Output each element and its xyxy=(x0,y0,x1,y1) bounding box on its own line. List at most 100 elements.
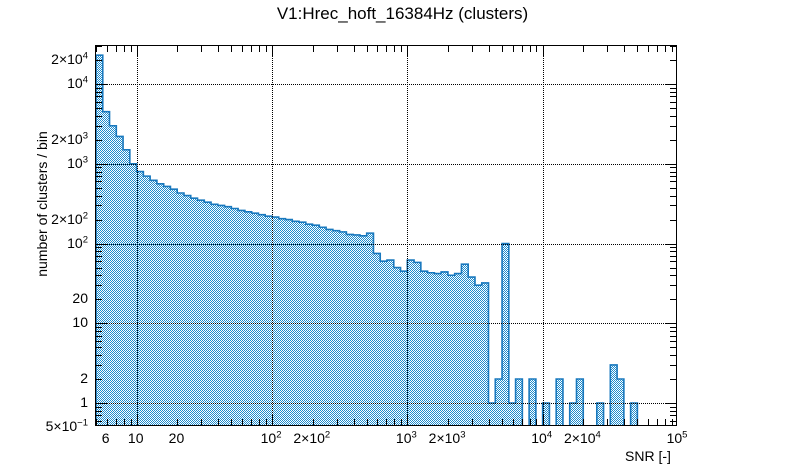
x-axis-tick xyxy=(265,419,267,425)
y-axis-tick xyxy=(96,108,102,110)
x-axis-tick xyxy=(201,419,203,425)
y-axis-tick-right xyxy=(670,219,676,221)
x-axis-tick-top xyxy=(529,46,531,52)
x-axis-tick xyxy=(312,419,314,425)
x-axis-tick xyxy=(96,419,97,425)
x-axis-tick-top xyxy=(401,46,403,52)
y-axis-tick xyxy=(96,402,107,404)
y-axis-tick xyxy=(96,406,102,408)
y-axis-tick-right xyxy=(670,46,676,47)
x-axis-tick-top xyxy=(265,46,267,52)
y-axis-tick-right xyxy=(670,340,676,342)
y-axis-tick xyxy=(96,163,107,165)
x-axis-tick xyxy=(242,419,244,425)
x-axis-tick xyxy=(401,419,403,425)
x-axis-tick xyxy=(366,419,368,425)
x-gridline xyxy=(407,46,409,425)
y-axis-tick-right xyxy=(670,410,676,412)
y-tick-label: 102 xyxy=(67,233,88,251)
y-axis-tick xyxy=(96,347,102,349)
y-axis-tick xyxy=(96,378,102,380)
y-axis-tick-right xyxy=(670,267,676,269)
x-gridline xyxy=(136,46,138,425)
x-axis-tick xyxy=(394,419,396,425)
x-axis-tick xyxy=(251,419,253,425)
x-axis-tick xyxy=(607,419,609,425)
y-axis-tick xyxy=(96,261,102,263)
x-tick-label: 6 xyxy=(101,430,110,446)
y-axis-tick-right xyxy=(670,415,676,417)
y-axis-tick-right xyxy=(665,323,676,325)
x-axis-tick-top xyxy=(624,46,626,52)
x-axis-tick xyxy=(471,419,473,425)
y-axis-tick-right xyxy=(670,167,676,169)
y-axis-tick-right xyxy=(670,255,676,257)
x-axis-tick-top xyxy=(607,46,609,52)
x-axis-tick-top xyxy=(96,46,97,52)
y-axis-tick-right xyxy=(670,205,676,207)
y-axis-tick xyxy=(96,60,102,62)
y-axis-tick-right xyxy=(670,354,676,356)
y-tick-label: 2×102 xyxy=(51,209,88,227)
histogram-outline xyxy=(96,54,639,425)
x-axis-tick-top xyxy=(386,46,388,52)
x-axis-tick xyxy=(336,419,338,425)
y-axis-tick xyxy=(96,96,102,98)
y-axis-tick xyxy=(96,420,102,422)
y-axis-tick xyxy=(96,195,102,197)
x-axis-tick-top xyxy=(242,46,244,52)
x-axis-tick xyxy=(529,419,531,425)
x-axis-tick-top xyxy=(394,46,396,52)
y-axis-tick xyxy=(96,410,102,412)
y-axis-tick-right xyxy=(670,330,676,332)
x-axis-tick-top xyxy=(471,46,473,52)
x-axis-tick-top xyxy=(366,46,368,52)
y-axis-tick-right xyxy=(670,347,676,349)
y-axis-tick xyxy=(96,91,102,93)
y-axis-tick-right xyxy=(670,420,676,422)
x-gridline xyxy=(542,46,544,425)
x-axis-tick-top xyxy=(251,46,253,52)
x-axis-tick xyxy=(542,414,544,425)
x-axis-tick-top xyxy=(130,46,132,52)
y-axis-tick-right xyxy=(670,171,676,173)
x-axis-tick xyxy=(536,419,538,425)
y-axis-tick xyxy=(96,46,102,47)
page-title: V1:Hrec_hoft_16384Hz (clusters) xyxy=(276,4,529,23)
y-axis-tick xyxy=(96,176,102,178)
x-tick-label: 2×103 xyxy=(428,429,466,446)
x-axis-tick xyxy=(130,419,132,425)
x-axis-tick-top xyxy=(106,46,108,52)
x-axis-tick xyxy=(386,419,388,425)
x-axis-tick-top xyxy=(671,46,673,52)
y-axis-tick-right xyxy=(670,60,676,62)
y-tick-label: 103 xyxy=(67,154,88,171)
y-tick-label: 104 xyxy=(67,74,88,92)
x-axis-title: SNR [-] xyxy=(625,448,671,464)
y-axis-tick-right xyxy=(670,285,676,287)
y-axis-tick-right xyxy=(670,275,676,277)
y-axis-tick xyxy=(96,275,102,277)
y-axis-tick xyxy=(96,354,102,356)
x-axis-tick-top xyxy=(637,46,639,52)
y-axis-tick-right xyxy=(670,87,676,89)
x-axis-tick xyxy=(407,414,409,425)
x-axis-tick-top xyxy=(377,46,379,52)
y-axis-tick xyxy=(96,415,102,417)
y-axis-tick xyxy=(96,87,102,89)
y-axis-tick-right xyxy=(670,139,676,141)
y-axis-tick-right xyxy=(670,299,676,301)
y-axis-tick xyxy=(96,181,102,183)
plot-frame xyxy=(95,45,677,426)
y-axis-tick-right xyxy=(665,243,676,245)
y-axis-tick xyxy=(96,247,102,249)
y-axis-tick-right xyxy=(670,335,676,337)
y-axis-tick-right xyxy=(670,115,676,117)
y-axis-tick-right xyxy=(665,402,676,404)
x-axis-tick-top xyxy=(512,46,514,52)
y-tick-label: 2×103 xyxy=(51,130,88,147)
y-axis-tick-right xyxy=(670,364,676,366)
x-axis-tick xyxy=(488,419,490,425)
y-tick-label: 5×10−1 xyxy=(45,417,88,434)
x-axis-tick xyxy=(272,414,274,425)
